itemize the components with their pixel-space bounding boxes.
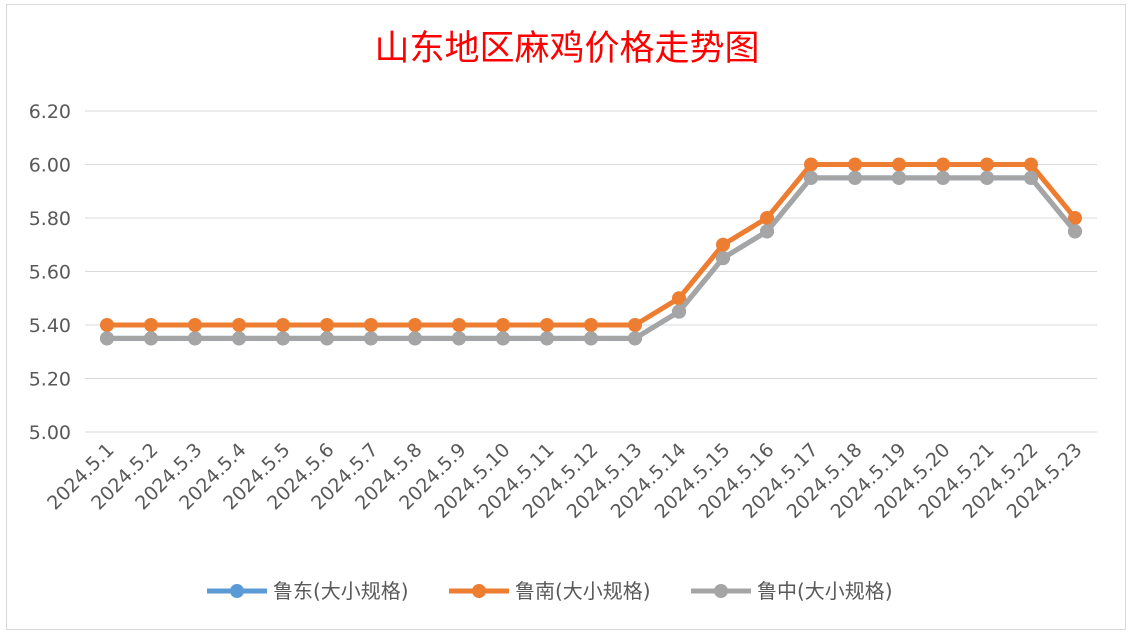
data-point <box>804 157 818 172</box>
data-point <box>1068 211 1082 225</box>
data-point <box>1068 224 1082 239</box>
y-tick-label: 5.60 <box>29 262 71 284</box>
data-point <box>408 318 422 332</box>
data-point <box>540 318 554 332</box>
y-tick-label: 5.40 <box>29 315 71 337</box>
legend-item: 鲁中(大小规格) <box>691 579 893 603</box>
series-line <box>107 175 1077 341</box>
data-point <box>760 224 774 239</box>
data-point <box>188 318 202 332</box>
data-point <box>892 157 906 172</box>
data-point <box>496 318 510 332</box>
data-point <box>232 331 246 346</box>
data-point <box>100 318 114 332</box>
data-point <box>936 170 950 185</box>
series-3 <box>100 170 1082 346</box>
data-point <box>100 331 114 346</box>
data-point <box>320 318 334 332</box>
data-point <box>584 331 598 346</box>
data-point <box>364 318 378 332</box>
line-chart: 山东地区麻鸡价格走势图 5.00 5.20 5.40 5.60 5.80 6.00 6.20… <box>29 29 1097 603</box>
legend-item: 鲁东(大小规格) <box>207 579 409 603</box>
data-point <box>980 170 994 185</box>
series-lines <box>100 157 1082 346</box>
chart-title: 山东地区麻鸡价格走势图 <box>374 29 759 69</box>
data-point <box>980 157 994 172</box>
data-point <box>276 318 290 332</box>
chart-area: 山东地区麻鸡价格走势图 5.00 5.20 5.40 5.60 5.80 6.00 6.20… <box>6 4 1126 630</box>
data-point <box>628 331 642 346</box>
data-point <box>892 170 906 185</box>
data-point <box>452 318 466 332</box>
data-point <box>232 318 246 332</box>
data-point <box>804 170 818 185</box>
legend-marker <box>714 584 728 598</box>
legend-label: 鲁东(大小规格) <box>273 579 409 603</box>
data-point <box>144 318 158 332</box>
legend-label: 鲁南(大小规格) <box>515 579 651 603</box>
legend-marker <box>472 584 486 598</box>
legend: 鲁东(大小规格) 鲁南(大小规格) 鲁中(大小规格) <box>207 579 893 603</box>
series-2 <box>100 157 1082 332</box>
y-tick-label: 5.20 <box>29 369 71 391</box>
series-line <box>107 175 1077 341</box>
y-axis-ticks: 5.00 5.20 5.40 5.60 5.80 6.00 6.20 <box>29 101 71 444</box>
legend-item: 鲁南(大小规格) <box>449 579 651 603</box>
data-point <box>716 237 730 252</box>
data-point <box>540 331 554 346</box>
data-point <box>936 157 950 172</box>
y-tick-label: 5.80 <box>29 208 71 230</box>
data-point <box>1024 157 1038 172</box>
data-point <box>408 331 422 346</box>
data-point <box>848 157 862 172</box>
data-point <box>1024 170 1038 185</box>
data-point <box>320 331 334 346</box>
y-tick-label: 6.20 <box>29 101 71 123</box>
x-axis-ticks: 2024.5.12024.5.22024.5.32024.5.42024.5.5… <box>43 439 1086 523</box>
data-point <box>848 170 862 185</box>
data-point <box>584 318 598 332</box>
data-point <box>276 331 290 346</box>
data-point <box>760 211 774 225</box>
data-point <box>716 251 730 266</box>
legend-marker <box>230 584 244 598</box>
data-point <box>452 331 466 346</box>
data-point <box>364 331 378 346</box>
series-line <box>107 162 1077 328</box>
data-point <box>188 331 202 346</box>
legend-label: 鲁中(大小规格) <box>757 579 893 603</box>
y-tick-label: 6.00 <box>29 155 71 177</box>
data-point <box>144 331 158 346</box>
data-point <box>496 331 510 346</box>
data-point <box>672 291 686 306</box>
y-tick-label: 5.00 <box>29 422 71 444</box>
data-point <box>628 318 642 332</box>
data-point <box>672 304 686 319</box>
